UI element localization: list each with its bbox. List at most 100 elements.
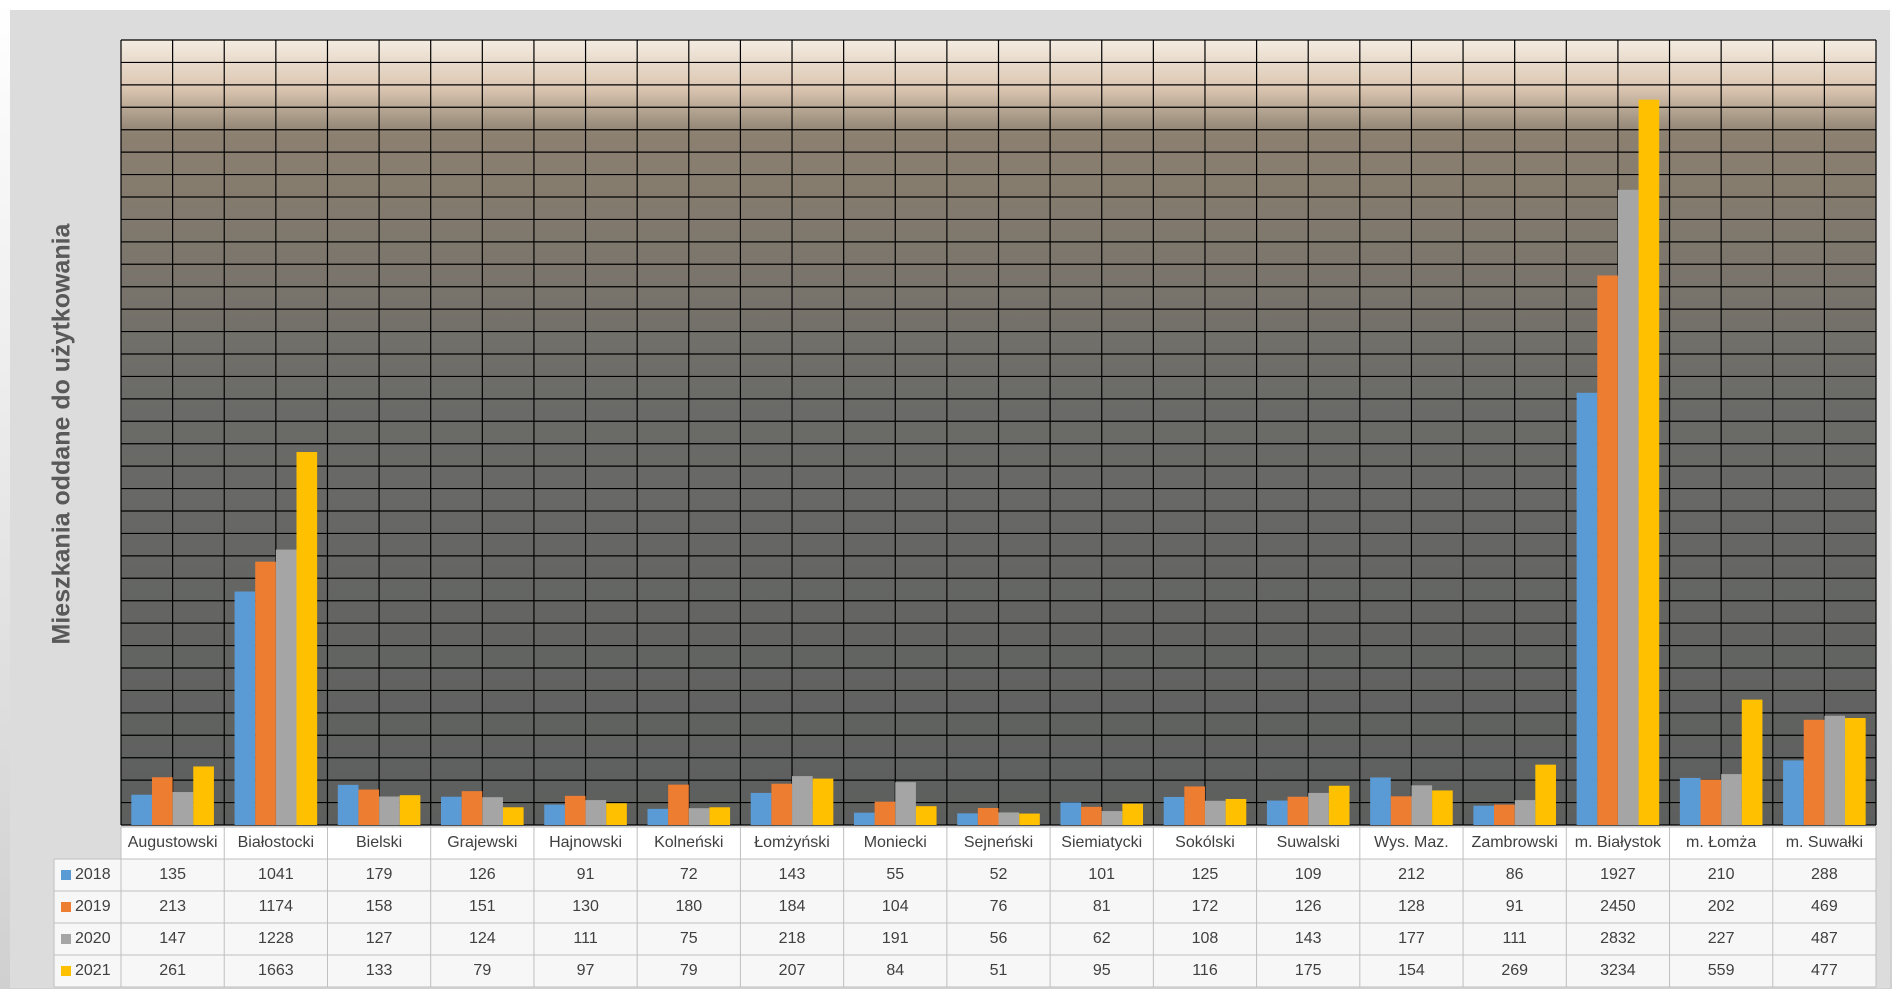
bar bbox=[647, 808, 669, 825]
table-value: 133 bbox=[366, 962, 393, 979]
table-value: 126 bbox=[469, 866, 496, 883]
legend-label: 2020 bbox=[75, 930, 111, 947]
bar bbox=[771, 783, 793, 825]
table-value: 135 bbox=[159, 866, 186, 883]
bar bbox=[1019, 813, 1040, 825]
bar bbox=[1266, 800, 1288, 825]
bar bbox=[1328, 785, 1350, 825]
bar bbox=[1122, 803, 1144, 825]
table-value: 1174 bbox=[259, 898, 294, 915]
bar bbox=[1576, 392, 1598, 825]
bar bbox=[853, 812, 875, 825]
table-value: 97 bbox=[577, 962, 595, 979]
bar bbox=[544, 804, 565, 825]
table-value: 72 bbox=[680, 866, 698, 883]
table-value: 261 bbox=[159, 962, 186, 979]
legend-swatch bbox=[61, 934, 71, 944]
bar bbox=[1308, 792, 1329, 825]
bar bbox=[461, 791, 483, 825]
table-value: 202 bbox=[1708, 898, 1735, 915]
table-value: 86 bbox=[1506, 866, 1524, 883]
bar bbox=[1060, 802, 1082, 825]
table-value: 81 bbox=[1093, 898, 1111, 915]
bar bbox=[482, 797, 503, 825]
bar bbox=[998, 812, 1020, 825]
x-tick-label: Augustowski bbox=[128, 834, 218, 851]
legend-label: 2018 bbox=[75, 866, 111, 883]
bar bbox=[709, 807, 731, 825]
table-value: 1927 bbox=[1600, 866, 1636, 883]
table-value: 51 bbox=[990, 962, 1008, 979]
table-value: 175 bbox=[1295, 962, 1322, 979]
table-value: 56 bbox=[990, 930, 1008, 947]
x-tick-label: Łomżyński bbox=[754, 834, 830, 851]
legend-label: 2019 bbox=[75, 898, 111, 915]
legend-swatch bbox=[61, 902, 71, 912]
bar bbox=[874, 801, 896, 825]
bar bbox=[1617, 189, 1639, 825]
table-value: 127 bbox=[366, 930, 393, 947]
table-value: 75 bbox=[680, 930, 698, 947]
table-value: 179 bbox=[366, 866, 393, 883]
bar bbox=[275, 549, 297, 825]
bar bbox=[337, 784, 359, 825]
table-value: 207 bbox=[779, 962, 806, 979]
table-value: 1663 bbox=[258, 962, 294, 979]
table-value: 111 bbox=[1503, 930, 1527, 947]
x-tick-label: m. Łomża bbox=[1686, 834, 1756, 851]
y-axis-title: Mieszkania oddane do użytkowania bbox=[48, 222, 76, 644]
table-value: 79 bbox=[473, 962, 491, 979]
bar bbox=[193, 766, 214, 825]
bar bbox=[1824, 715, 1846, 825]
table-value: 487 bbox=[1811, 930, 1838, 947]
table-value: 469 bbox=[1811, 898, 1838, 915]
table-value: 172 bbox=[1192, 898, 1219, 915]
table-value: 210 bbox=[1708, 866, 1735, 883]
table-value: 125 bbox=[1192, 866, 1219, 883]
table-value: 559 bbox=[1708, 962, 1735, 979]
table-value: 111 bbox=[573, 930, 597, 947]
bar bbox=[1390, 796, 1412, 825]
table-value: 184 bbox=[779, 898, 806, 915]
table-value: 269 bbox=[1501, 962, 1528, 979]
table-value: 84 bbox=[886, 962, 904, 979]
table-value: 2450 bbox=[1600, 898, 1636, 915]
bar bbox=[1370, 777, 1391, 825]
legend-label: 2021 bbox=[75, 962, 111, 979]
bar bbox=[172, 792, 194, 825]
bar bbox=[1845, 718, 1866, 825]
table-value: 109 bbox=[1295, 866, 1322, 883]
table-value: 101 bbox=[1088, 866, 1115, 883]
bar bbox=[1494, 804, 1515, 825]
table-value: 1228 bbox=[258, 930, 294, 947]
bar bbox=[606, 803, 627, 825]
bar bbox=[688, 808, 710, 825]
bar bbox=[1721, 774, 1742, 825]
bar bbox=[441, 796, 462, 825]
table-value: 212 bbox=[1398, 866, 1425, 883]
bar bbox=[915, 806, 937, 825]
bar bbox=[1535, 764, 1556, 825]
table-value: 477 bbox=[1811, 962, 1838, 979]
bar bbox=[234, 591, 256, 825]
table-value: 154 bbox=[1398, 962, 1425, 979]
bar bbox=[1204, 800, 1226, 825]
table-value: 213 bbox=[159, 898, 186, 915]
table-value: 191 bbox=[882, 930, 909, 947]
table-value: 130 bbox=[572, 898, 599, 915]
bar bbox=[668, 784, 689, 825]
table-value: 104 bbox=[882, 898, 909, 915]
x-tick-label: Zambrowski bbox=[1472, 834, 1558, 851]
bar bbox=[399, 795, 421, 825]
table-value: 128 bbox=[1398, 898, 1425, 915]
bar bbox=[296, 452, 318, 825]
x-tick-label: m. Suwałki bbox=[1786, 834, 1863, 851]
bar bbox=[1514, 800, 1536, 825]
bar bbox=[1081, 806, 1102, 825]
bar bbox=[255, 561, 276, 825]
table-bg bbox=[121, 827, 1876, 859]
x-tick-label: Moniecki bbox=[864, 834, 927, 851]
table-value: 116 bbox=[1192, 962, 1218, 979]
table-value: 79 bbox=[680, 962, 698, 979]
